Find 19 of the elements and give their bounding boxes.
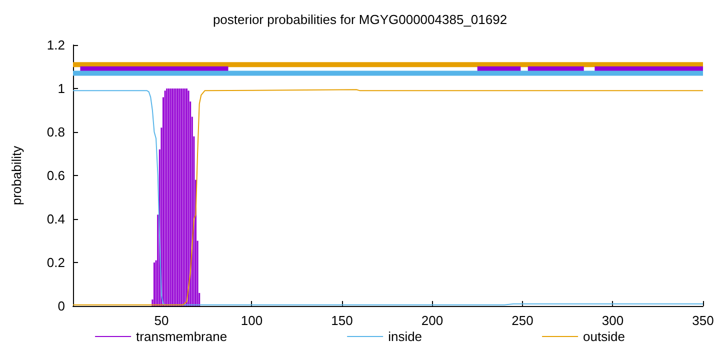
y-tick-label: 0.8 — [46, 124, 65, 140]
chart-title: posterior probabilities for MGYG000004385_01692 — [212, 12, 508, 27]
y-tick-label: 0.2 — [46, 255, 65, 270]
x-tick-label: 300 — [602, 313, 624, 328]
legend-label: transmembrane — [136, 329, 228, 344]
legend-label: outside — [583, 329, 625, 344]
y-tick-label: 0.4 — [46, 212, 65, 226]
x-tick-label: 250 — [512, 313, 534, 328]
y-tick-label: 1.2 — [46, 38, 65, 52]
y-tick-label: 0 — [58, 298, 65, 314]
x-tick-label: 200 — [421, 313, 444, 328]
legend-label: inside — [388, 329, 422, 344]
y-axis-title: probability — [9, 145, 24, 206]
x-tick-label: 100 — [240, 313, 263, 328]
y-tick-label: 0.6 — [46, 168, 65, 183]
x-tick-label: 350 — [692, 313, 714, 328]
x-tick-label: 150 — [331, 313, 353, 328]
x-tick-label: 50 — [154, 313, 169, 328]
y-tick-label: 1 — [58, 81, 65, 96]
